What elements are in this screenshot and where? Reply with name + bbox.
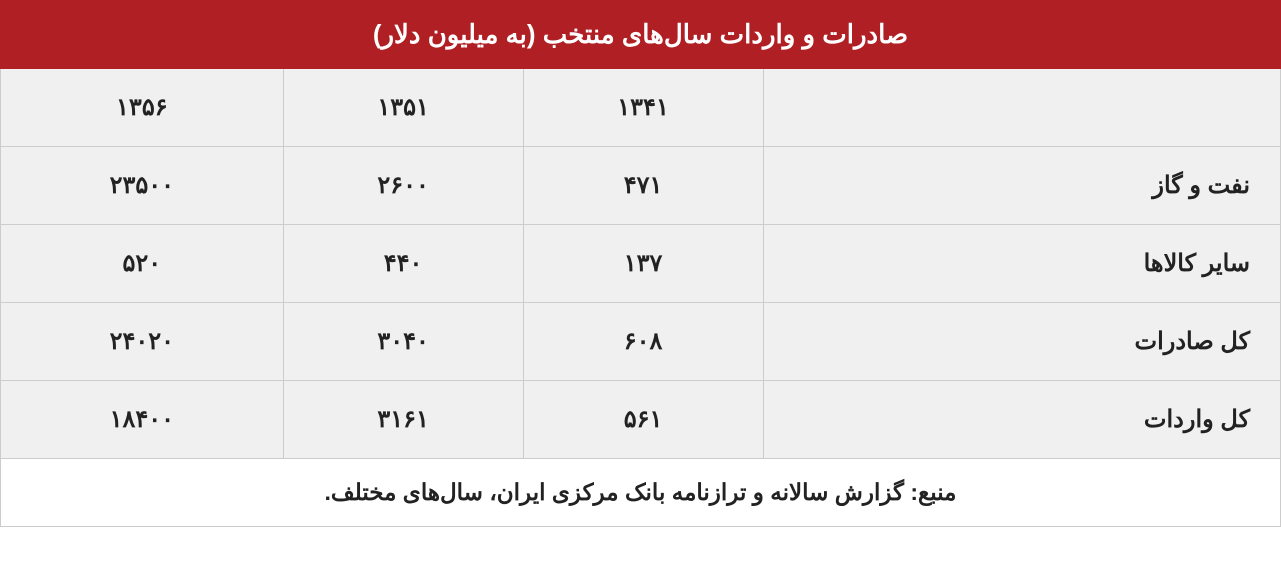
cell-value: ۱۸۴۰۰ <box>1 381 284 459</box>
cell-value: ۱۳۷ <box>523 225 763 303</box>
cell-value: ۲۴۰۲۰ <box>1 303 284 381</box>
table-row: کل واردات ۵۶۱ ۳۱۶۱ ۱۸۴۰۰ <box>1 381 1281 459</box>
data-table: صادرات و واردات سال‌های منتخب (به میلیون… <box>0 0 1281 527</box>
table-row: سایر کالاها ۱۳۷ ۴۴۰ ۵۲۰ <box>1 225 1281 303</box>
row-label-oil-gas: نفت و گاز <box>763 147 1280 225</box>
row-label-total-imports: کل واردات <box>763 381 1280 459</box>
cell-value: ۲۶۰۰ <box>283 147 523 225</box>
source-row: منبع: گزارش سالانه و ترازنامه بانک مرکزی… <box>1 459 1281 527</box>
year-col-2: ۱۳۵۱ <box>283 69 523 147</box>
title-row: صادرات و واردات سال‌های منتخب (به میلیون… <box>1 1 1281 69</box>
cell-value: ۲۳۵۰۰ <box>1 147 284 225</box>
cell-value: ۴۷۱ <box>523 147 763 225</box>
row-label-total-exports: کل صادرات <box>763 303 1280 381</box>
row-label-other-goods: سایر کالاها <box>763 225 1280 303</box>
exports-imports-table: صادرات و واردات سال‌های منتخب (به میلیون… <box>0 0 1281 527</box>
table-row: کل صادرات ۶۰۸ ۳۰۴۰ ۲۴۰۲۰ <box>1 303 1281 381</box>
source-text: منبع: گزارش سالانه و ترازنامه بانک مرکزی… <box>1 459 1281 527</box>
table-title: صادرات و واردات سال‌های منتخب (به میلیون… <box>1 1 1281 69</box>
year-col-3: ۱۳۵۶ <box>1 69 284 147</box>
cell-value: ۳۰۴۰ <box>283 303 523 381</box>
year-col-1: ۱۳۴۱ <box>523 69 763 147</box>
empty-header-cell <box>763 69 1280 147</box>
cell-value: ۳۱۶۱ <box>283 381 523 459</box>
table-row: نفت و گاز ۴۷۱ ۲۶۰۰ ۲۳۵۰۰ <box>1 147 1281 225</box>
cell-value: ۵۶۱ <box>523 381 763 459</box>
cell-value: ۶۰۸ <box>523 303 763 381</box>
cell-value: ۵۲۰ <box>1 225 284 303</box>
year-header-row: ۱۳۴۱ ۱۳۵۱ ۱۳۵۶ <box>1 69 1281 147</box>
cell-value: ۴۴۰ <box>283 225 523 303</box>
